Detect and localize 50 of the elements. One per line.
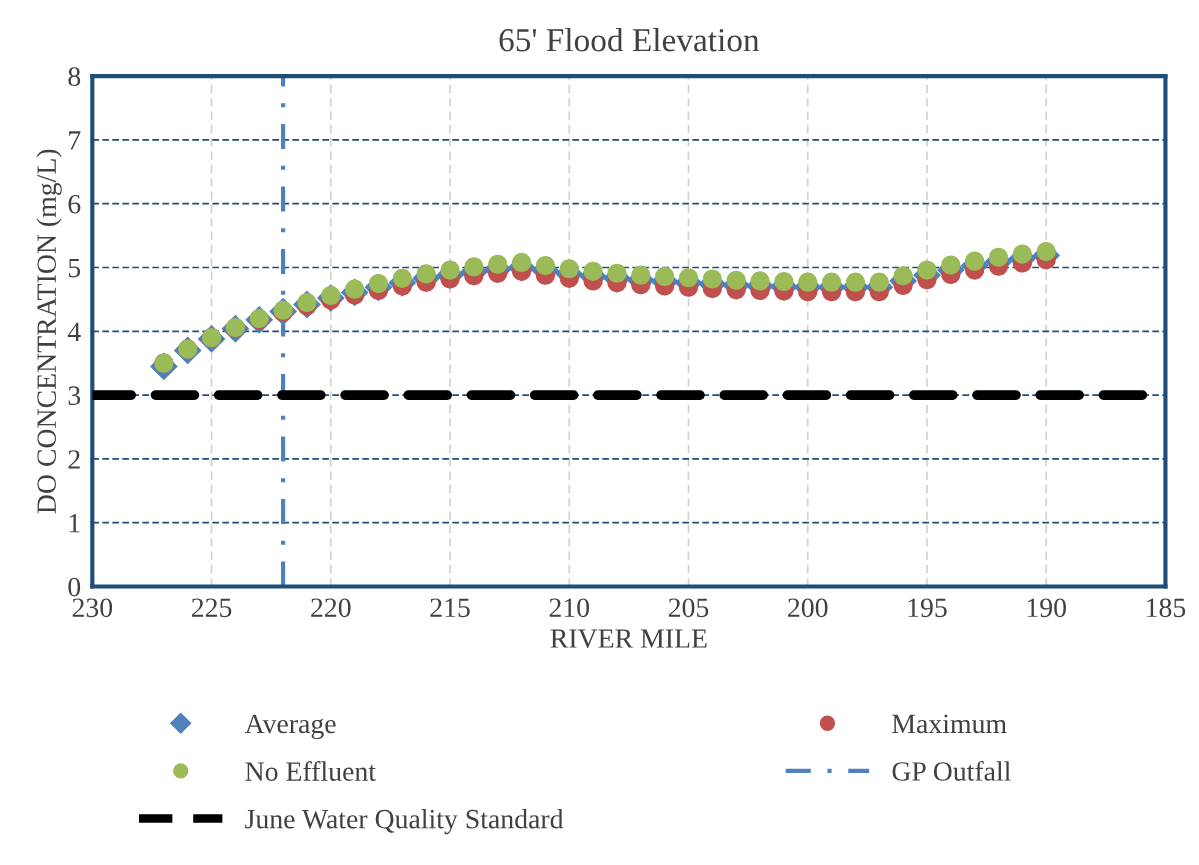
point — [917, 260, 937, 280]
point — [655, 266, 675, 286]
point — [440, 260, 460, 280]
point — [845, 272, 865, 292]
point — [607, 263, 627, 283]
x-tick-label: 215 — [430, 598, 470, 618]
y-tick-label: 6 — [68, 194, 81, 214]
point — [941, 255, 961, 275]
point — [583, 261, 603, 281]
legend-label: Maximum — [892, 714, 1007, 734]
x-tick-label: 230 — [72, 598, 113, 618]
point — [631, 265, 651, 285]
y-tick-label: 7 — [69, 131, 81, 150]
x-tick-label: 185 — [1147, 598, 1186, 618]
point — [488, 254, 508, 274]
point — [559, 259, 579, 279]
x-axis-title: RIVER MILE — [550, 629, 707, 649]
point — [678, 268, 699, 288]
y-tick-label: 4 — [67, 322, 81, 341]
x-tick-label: 205 — [668, 598, 709, 618]
y-tick-label: 0 — [68, 577, 81, 597]
point — [822, 272, 842, 292]
y-tick-label: 3 — [68, 386, 81, 405]
x-tick-label: 225 — [191, 598, 232, 618]
y-tick-label: 8 — [68, 67, 81, 87]
x-tick-label: 195 — [908, 598, 947, 618]
y-tick-label: 2 — [68, 450, 80, 469]
legend-label: Average — [244, 714, 336, 739]
point — [798, 272, 818, 292]
y-tick-label: 5 — [68, 258, 81, 278]
point — [750, 271, 770, 291]
legend-label: No Effluent — [245, 761, 376, 781]
point — [726, 270, 746, 290]
point — [464, 257, 484, 277]
x-tick-label: 200 — [788, 598, 828, 618]
point — [511, 252, 532, 272]
point — [702, 269, 722, 289]
legend-label: June Water Quality Standard — [245, 808, 564, 835]
x-tick-label: 220 — [311, 598, 351, 618]
x-tick-label: 190 — [1027, 598, 1066, 618]
point — [774, 271, 794, 292]
point — [535, 256, 555, 276]
point — [893, 266, 913, 286]
legend-label: GP Outfall — [892, 761, 1011, 781]
y-axis-title: DO CONCENTRATION (mg/L) — [36, 149, 62, 514]
point — [392, 268, 412, 288]
x-tick-label: 210 — [549, 598, 590, 618]
chart-title: 65' Flood Elevation — [499, 27, 760, 52]
y-tick-label: 1 — [69, 513, 80, 533]
point — [869, 272, 889, 292]
